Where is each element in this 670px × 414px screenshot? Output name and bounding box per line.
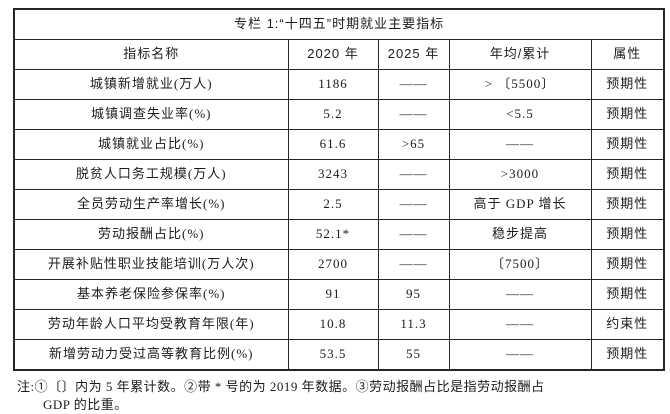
table-row: 脱贫人口务工规模(万人) 3243 —— >3000 预期性 xyxy=(13,159,665,190)
value-2020-cell: 10.8 xyxy=(287,309,379,340)
value-2020-cell: 91 xyxy=(287,279,379,310)
attribute-cell: 约束性 xyxy=(590,309,665,340)
table-row: 开展补贴性职业技能培训(万人次) 2700 —— 〔7500〕 预期性 xyxy=(13,249,665,280)
column-header-2025: 2025 年 xyxy=(377,39,450,70)
value-2020-cell: 3243 xyxy=(287,159,379,190)
annual-cumulative-cell: —— xyxy=(448,309,592,340)
annual-cumulative-cell: >3000 xyxy=(448,159,592,190)
attribute-cell: 预期性 xyxy=(590,69,665,100)
value-2025-cell: —— xyxy=(377,249,450,280)
indicator-name-cell: 城镇新增就业(万人) xyxy=(13,69,289,100)
value-2025-cell: —— xyxy=(377,159,450,190)
annual-cumulative-cell: —— xyxy=(448,339,592,371)
value-2020-cell: 53.5 xyxy=(287,339,379,371)
attribute-cell: 预期性 xyxy=(590,99,665,130)
annual-cumulative-cell: > 〔5500〕 xyxy=(448,69,592,100)
footnote-line-2: GDP 的比重。 xyxy=(43,397,128,413)
table-row: 劳动年龄人口平均受教育年限(年) 10.8 11.3 —— 约束性 xyxy=(13,309,665,340)
annual-cumulative-cell: 高于 GDP 增长 xyxy=(448,189,592,220)
annual-cumulative-cell: 〔7500〕 xyxy=(448,249,592,280)
table-row: 城镇新增就业(万人) 1186 —— > 〔5500〕 预期性 xyxy=(13,69,665,100)
table-body: 城镇新增就业(万人) 1186 —— > 〔5500〕 预期性 城镇调查失业率(%) 5.2… xyxy=(13,69,665,371)
indicator-name-cell: 劳动报酬占比(%) xyxy=(13,219,289,250)
attribute-cell: 预期性 xyxy=(590,219,665,250)
table-row: 劳动报酬占比(%) 52.1* —— 稳步提高 预期性 xyxy=(13,219,665,250)
value-2025-cell: —— xyxy=(377,219,450,250)
footnote: 注:①〔〕内为 5 年累计数。②带 * 号的为 2019 年数据。③劳动报酬占比… xyxy=(17,378,657,414)
value-2025-cell: >65 xyxy=(377,129,450,160)
annual-cumulative-cell: 稳步提高 xyxy=(448,219,592,250)
column-header-2020: 2020 年 xyxy=(287,39,379,70)
table-row: 城镇调查失业率(%) 5.2 —— <5.5 预期性 xyxy=(13,99,665,130)
indicator-name-cell: 新增劳动力受过高等教育比例(%) xyxy=(13,339,289,371)
annual-cumulative-cell: —— xyxy=(448,279,592,310)
indicator-name-cell: 全员劳动生产率增长(%) xyxy=(13,189,289,220)
table-header-row: 指标名称 2020 年 2025 年 年均/累计 属性 xyxy=(13,39,665,70)
value-2020-cell: 1186 xyxy=(287,69,379,100)
column-header-annual-cumulative: 年均/累计 xyxy=(448,39,592,70)
indicator-name-cell: 开展补贴性职业技能培训(万人次) xyxy=(13,249,289,280)
attribute-cell: 预期性 xyxy=(590,159,665,190)
annual-cumulative-cell: —— xyxy=(448,129,592,160)
employment-indicators-table: 专栏 1:“十四五”时期就业主要指标 指标名称 2020 年 2025 年 年均… xyxy=(13,8,666,371)
footnote-line-1: 注:①〔〕内为 5 年累计数。②带 * 号的为 2019 年数据。③劳动报酬占比… xyxy=(17,379,545,394)
column-header-indicator-name: 指标名称 xyxy=(13,39,289,70)
value-2025-cell: —— xyxy=(377,189,450,220)
attribute-cell: 预期性 xyxy=(590,129,665,160)
value-2025-cell: 11.3 xyxy=(377,309,450,340)
table-row: 全员劳动生产率增长(%) 2.5 —— 高于 GDP 增长 预期性 xyxy=(13,189,665,220)
attribute-cell: 预期性 xyxy=(590,189,665,220)
table-row: 基本养老保险参保率(%) 91 95 —— 预期性 xyxy=(13,279,665,310)
value-2020-cell: 2.5 xyxy=(287,189,379,220)
value-2020-cell: 2700 xyxy=(287,249,379,280)
value-2020-cell: 5.2 xyxy=(287,99,379,130)
value-2020-cell: 52.1* xyxy=(287,219,379,250)
indicator-name-cell: 城镇就业占比(%) xyxy=(13,129,289,160)
table-row: 城镇就业占比(%) 61.6 >65 —— 预期性 xyxy=(13,129,665,160)
attribute-cell: 预期性 xyxy=(590,279,665,310)
value-2025-cell: —— xyxy=(377,69,450,100)
annual-cumulative-cell: <5.5 xyxy=(448,99,592,130)
value-2025-cell: —— xyxy=(377,99,450,130)
value-2025-cell: 55 xyxy=(377,339,450,371)
value-2020-cell: 61.6 xyxy=(287,129,379,160)
indicator-name-cell: 劳动年龄人口平均受教育年限(年) xyxy=(13,309,289,340)
column-header-attribute: 属性 xyxy=(590,39,665,70)
indicator-name-cell: 脱贫人口务工规模(万人) xyxy=(13,159,289,190)
attribute-cell: 预期性 xyxy=(590,249,665,280)
table-title: 专栏 1:“十四五”时期就业主要指标 xyxy=(13,8,665,40)
table-row: 新增劳动力受过高等教育比例(%) 53.5 55 —— 预期性 xyxy=(13,339,665,371)
attribute-cell: 预期性 xyxy=(590,339,665,371)
table-title-row: 专栏 1:“十四五”时期就业主要指标 xyxy=(13,8,665,40)
document-page: 专栏 1:“十四五”时期就业主要指标 指标名称 2020 年 2025 年 年均… xyxy=(13,8,666,412)
value-2025-cell: 95 xyxy=(377,279,450,310)
indicator-name-cell: 城镇调查失业率(%) xyxy=(13,99,289,130)
indicator-name-cell: 基本养老保险参保率(%) xyxy=(13,279,289,310)
